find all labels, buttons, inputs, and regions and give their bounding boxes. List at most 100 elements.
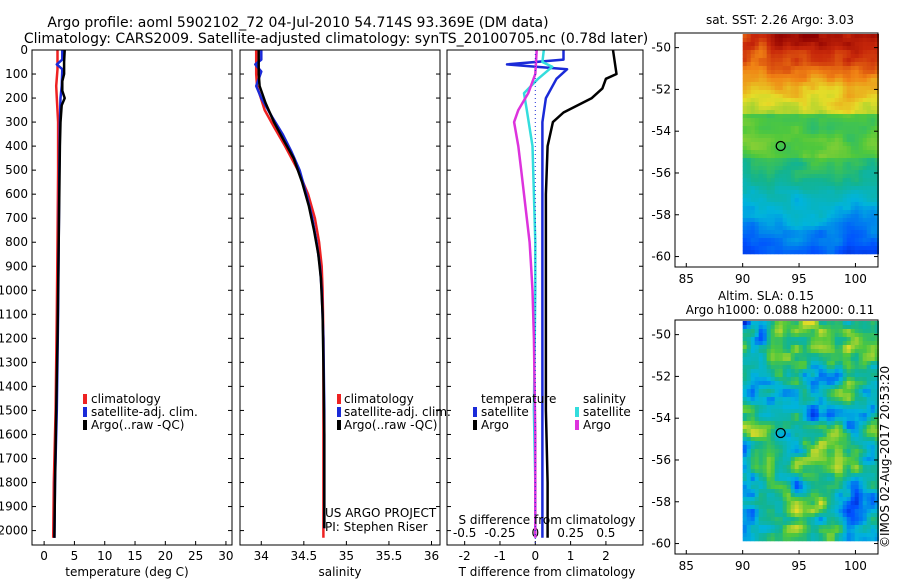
map-cell: [786, 401, 791, 406]
map-cell: [790, 214, 795, 219]
map-cell: [874, 353, 879, 358]
map-cell: [814, 174, 819, 179]
map-cell: [858, 421, 863, 426]
map-cell: [770, 525, 775, 530]
map-cell: [858, 94, 863, 99]
map-cell: [762, 373, 767, 378]
xtick-label: 34.5: [290, 549, 317, 563]
map-cell: [782, 242, 787, 247]
map-ytick-label: -56: [651, 453, 671, 467]
map-cell: [842, 381, 847, 386]
map-cell: [770, 182, 775, 187]
map-cell: [782, 377, 787, 382]
map-cell: [778, 405, 783, 410]
map-cell: [758, 357, 763, 362]
map-cell: [866, 182, 871, 187]
map-cell: [830, 34, 835, 39]
map-cell: [830, 477, 835, 482]
map-cell: [838, 365, 843, 370]
map-cell: [838, 238, 843, 243]
ytick-label: 1300: [0, 355, 28, 369]
map-cell: [794, 525, 799, 530]
map-cell: [862, 381, 867, 386]
map-cell: [778, 441, 783, 446]
map-cell: [746, 82, 751, 87]
legend-swatch-temp-argo: [473, 420, 477, 430]
map-cell: [870, 146, 875, 151]
map-cell: [746, 134, 751, 139]
map-cell: [862, 130, 867, 135]
map-cell: [866, 234, 871, 239]
map-cell: [742, 445, 747, 450]
map-cell: [774, 493, 779, 498]
map-cell: [850, 82, 855, 87]
map-cell: [842, 329, 847, 334]
map-cell: [858, 333, 863, 338]
map-cell: [774, 154, 779, 159]
map-cell: [798, 385, 803, 390]
map-cell: [746, 337, 751, 342]
map-cell: [786, 250, 791, 255]
map-cell: [766, 74, 771, 79]
map-cell: [870, 517, 875, 522]
map-cell: [806, 477, 811, 482]
map-cell: [866, 505, 871, 510]
xtick-label: -1: [494, 549, 506, 563]
map-cell: [786, 142, 791, 147]
map-cell: [806, 437, 811, 442]
map-cell: [786, 86, 791, 91]
map-cell: [818, 417, 823, 422]
map-cell: [874, 142, 879, 147]
map-cell: [842, 62, 847, 67]
map-cell: [874, 437, 879, 442]
map-cell: [810, 345, 815, 350]
map-cell: [814, 50, 819, 55]
map-cell: [846, 397, 851, 402]
map-cell: [806, 537, 811, 542]
map-cell: [758, 126, 763, 131]
map-cell: [750, 325, 755, 330]
map-cell: [782, 409, 787, 414]
map-cell: [830, 98, 835, 103]
map-cell: [874, 46, 879, 51]
map-cell: [830, 78, 835, 83]
map-cell: [846, 86, 851, 91]
map-cell: [834, 517, 839, 522]
map-cell: [822, 517, 827, 522]
map-cell: [858, 461, 863, 466]
ytick-label: 300: [5, 115, 28, 129]
map-cell: [862, 485, 867, 490]
map-cell: [790, 485, 795, 490]
map-cell: [874, 417, 879, 422]
map-cell: [758, 246, 763, 251]
map-cell: [742, 134, 747, 139]
map-cell: [814, 78, 819, 83]
map-cell: [750, 377, 755, 382]
map-cell: [874, 138, 879, 143]
map-cell: [854, 50, 859, 55]
map-cell: [806, 194, 811, 199]
map-cell: [766, 469, 771, 474]
map-cell: [846, 50, 851, 55]
map-cell: [862, 134, 867, 139]
map-cell: [866, 94, 871, 99]
salinity-xticks: 34 34.5 35 35.5 36: [254, 541, 439, 563]
map-cell: [750, 505, 755, 510]
map-cell: [806, 377, 811, 382]
map-cell: [770, 409, 775, 414]
map-cell: [874, 198, 879, 203]
map-cell: [874, 242, 879, 247]
map-cell: [862, 150, 867, 155]
map-cell: [786, 186, 791, 191]
map-cell: [870, 242, 875, 247]
map-cell: [758, 417, 763, 422]
map-cell: [750, 154, 755, 159]
map-cell: [846, 82, 851, 87]
map-cell: [782, 138, 787, 143]
map-cell: [826, 222, 831, 227]
map-cell: [870, 74, 875, 79]
map-cell: [866, 162, 871, 167]
map-cell: [750, 429, 755, 434]
map-cell: [806, 162, 811, 167]
map-cell: [786, 178, 791, 183]
